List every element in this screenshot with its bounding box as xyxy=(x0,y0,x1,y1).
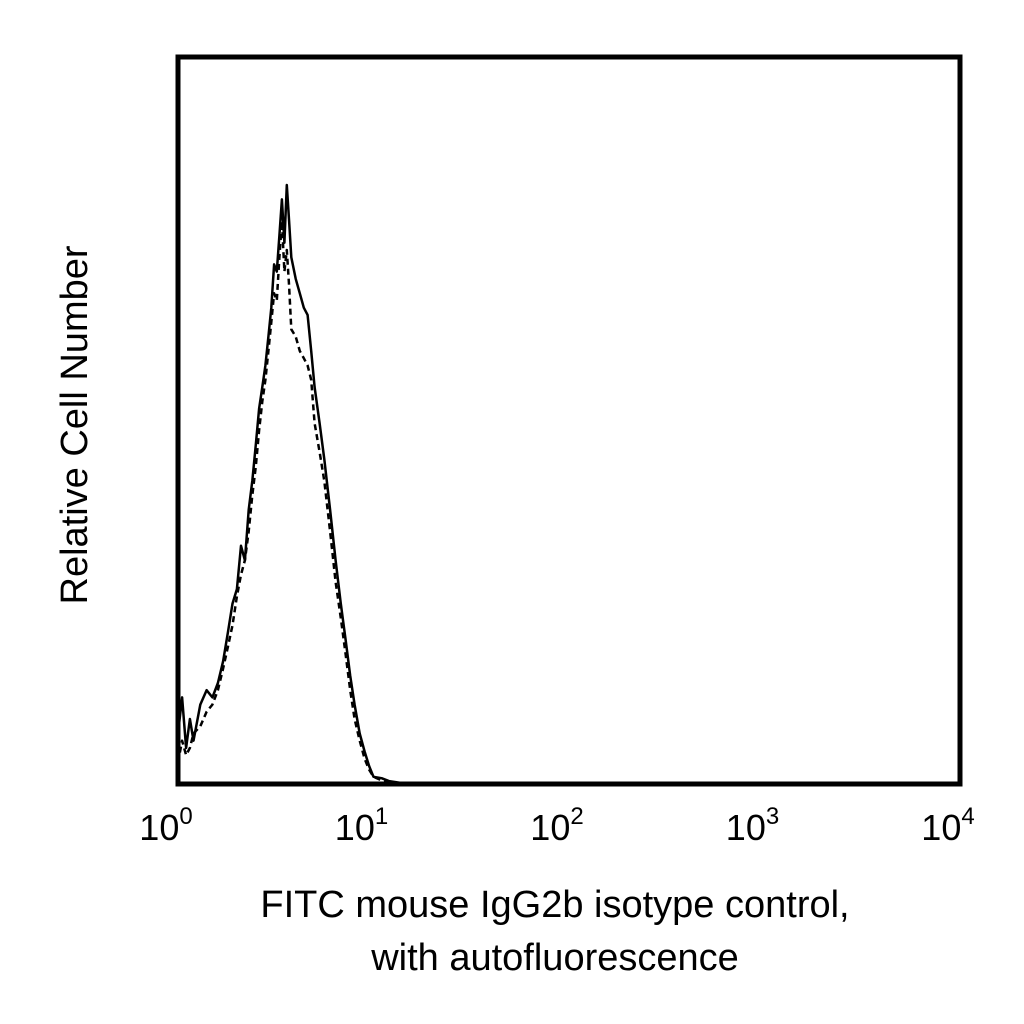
x-axis-title: FITC mouse IgG2b isotype control, xyxy=(260,884,849,926)
series-dashed-line xyxy=(176,219,960,786)
series-layer xyxy=(176,183,960,786)
series-solid-line xyxy=(176,183,960,786)
x-axis-title-line2: with autofluorescence xyxy=(370,937,739,979)
x-tick-labels: 100 101 102 103 104 xyxy=(139,803,974,848)
x-tick-label: 100 xyxy=(139,803,192,848)
x-tick-label: 103 xyxy=(726,803,779,848)
x-tick-label: 104 xyxy=(921,803,974,848)
x-tick-label: 102 xyxy=(530,803,583,848)
plot-frame xyxy=(175,54,963,787)
x-tick-label: 101 xyxy=(335,803,388,848)
y-axis-title: Relative Cell Number xyxy=(54,245,96,604)
